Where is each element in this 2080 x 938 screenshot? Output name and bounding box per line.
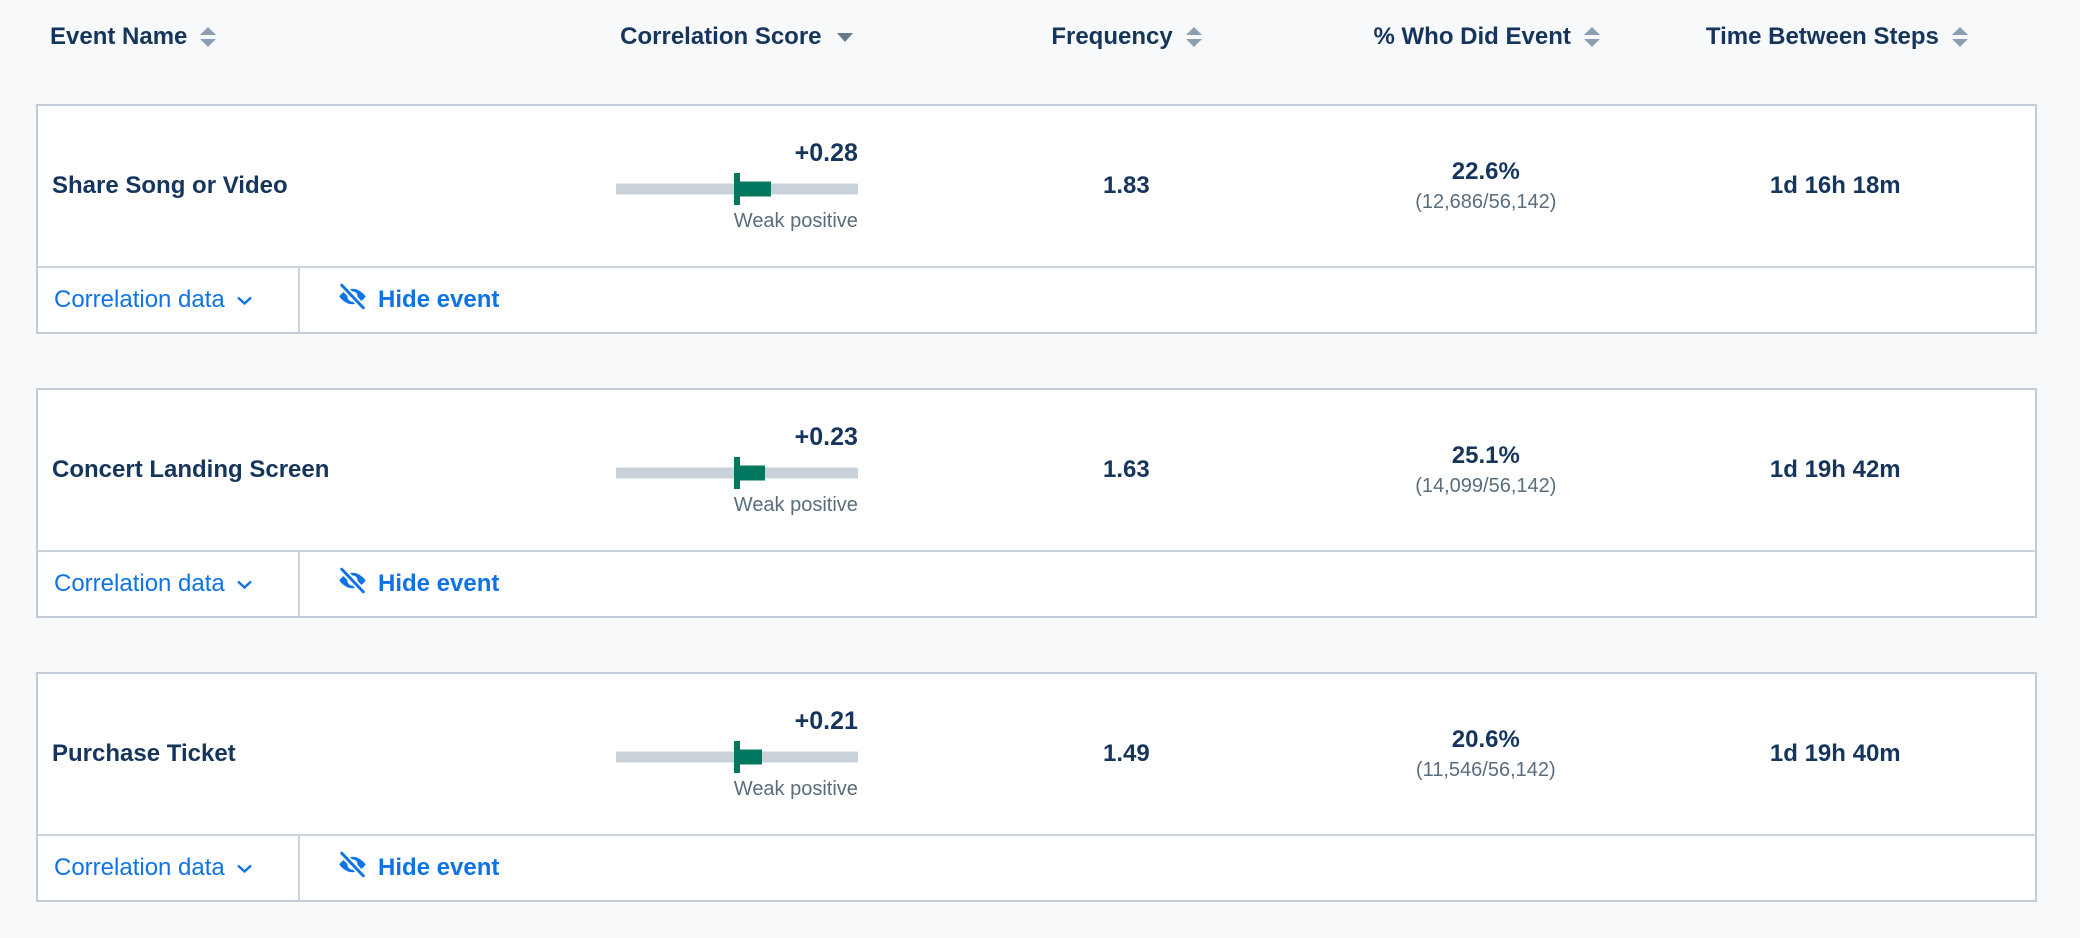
time-between-cell: 1d 19h 40m	[1636, 740, 2035, 768]
correlation-bar	[615, 741, 858, 773]
correlation-bar	[615, 457, 858, 489]
correlation-score-value: +0.23	[794, 423, 858, 451]
row-footer: Correlation data Hide event	[38, 266, 2035, 332]
sort-icon[interactable]	[1583, 27, 1600, 47]
correlation-score-cell: +0.28 Weak positive	[557, 139, 916, 233]
correlation-score-cell: +0.23 Weak positive	[557, 423, 916, 517]
pct-who-did-cell: 20.6% (11,546/56,142)	[1336, 726, 1636, 782]
pct-fraction: (14,099/56,142)	[1415, 475, 1557, 497]
hide-event-label: Hide event	[378, 854, 500, 881]
event-row-card: Purchase Ticket +0.21 Weak positive 1.49…	[36, 672, 2037, 902]
correlation-bar-zero-tick	[733, 173, 740, 205]
correlation-data-dropdown[interactable]: Correlation data	[38, 268, 300, 332]
pct-value: 25.1%	[1451, 442, 1520, 469]
sort-icon[interactable]	[1185, 27, 1202, 47]
column-header-label: Event Name	[50, 23, 188, 50]
hide-event-label: Hide event	[378, 570, 500, 597]
correlation-strength-label: Weak positive	[733, 778, 858, 800]
hide-event-button[interactable]: Hide event	[300, 552, 499, 616]
time-between-value: 1d 16h 18m	[1769, 172, 1901, 199]
column-header-label: % Who Did Event	[1373, 23, 1571, 50]
column-header-label: Frequency	[1051, 23, 1173, 50]
column-header-frequency[interactable]: Frequency	[916, 23, 1336, 51]
event-name: Share Song or Video	[52, 172, 288, 199]
correlation-bar-fill	[736, 749, 763, 765]
row-footer: Correlation data Hide event	[38, 834, 2035, 900]
correlation-bar-fill	[736, 465, 765, 481]
pct-value: 20.6%	[1451, 726, 1520, 753]
time-between-value: 1d 19h 40m	[1769, 740, 1901, 767]
hide-event-button[interactable]: Hide event	[300, 836, 499, 900]
pct-who-did-cell: 22.6% (12,686/56,142)	[1336, 158, 1636, 214]
pct-who-did-cell: 25.1% (14,099/56,142)	[1336, 442, 1636, 498]
time-between-cell: 1d 16h 18m	[1636, 172, 2035, 200]
correlation-strength-label: Weak positive	[733, 494, 858, 516]
correlation-data-label: Correlation data	[54, 854, 225, 881]
eye-off-icon	[336, 280, 369, 320]
table-row: Concert Landing Screen +0.23 Weak positi…	[38, 390, 2035, 550]
event-name: Concert Landing Screen	[52, 456, 330, 483]
chevron-down-icon	[236, 295, 253, 306]
column-header-time-between-steps[interactable]: Time Between Steps	[1637, 23, 2037, 51]
frequency-cell: 1.49	[917, 740, 1336, 768]
correlation-bar	[615, 173, 858, 205]
correlation-data-label: Correlation data	[54, 286, 225, 313]
correlation-score-value: +0.21	[794, 707, 858, 735]
time-between-cell: 1d 19h 42m	[1636, 456, 2035, 484]
frequency-value: 1.49	[1102, 740, 1150, 767]
column-header-label: Time Between Steps	[1705, 23, 1939, 50]
column-header-correlation-score[interactable]: Correlation Score	[556, 23, 916, 51]
pct-fraction: (12,686/56,142)	[1415, 191, 1557, 213]
column-header-pct-who-did-event[interactable]: % Who Did Event	[1337, 23, 1637, 51]
pct-value: 22.6%	[1451, 158, 1520, 185]
correlation-data-dropdown[interactable]: Correlation data	[38, 552, 300, 616]
hide-event-button[interactable]: Hide event	[300, 268, 499, 332]
correlation-bar-fill	[736, 181, 771, 197]
frequency-cell: 1.63	[917, 456, 1336, 484]
table-header: Event Name Correlation Score Frequency %…	[36, 0, 2037, 104]
table-row: Purchase Ticket +0.21 Weak positive 1.49…	[38, 674, 2035, 834]
correlation-score-value: +0.28	[794, 139, 858, 167]
correlation-score-cell: +0.21 Weak positive	[557, 707, 916, 801]
row-footer: Correlation data Hide event	[38, 550, 2035, 616]
sort-icon[interactable]	[1951, 27, 1968, 47]
eye-off-icon	[336, 564, 369, 604]
chevron-down-icon	[236, 863, 253, 874]
correlation-bar-zero-tick	[733, 741, 740, 773]
hide-event-label: Hide event	[378, 286, 500, 313]
pct-fraction: (11,546/56,142)	[1415, 759, 1556, 781]
frequency-value: 1.63	[1102, 456, 1150, 483]
chevron-down-icon	[236, 579, 253, 590]
event-name: Purchase Ticket	[52, 740, 236, 767]
time-between-value: 1d 19h 42m	[1769, 456, 1901, 483]
column-header-label: Correlation Score	[620, 23, 822, 50]
sort-desc-icon[interactable]	[836, 32, 853, 42]
correlation-bar-zero-tick	[733, 457, 740, 489]
correlation-data-dropdown[interactable]: Correlation data	[38, 836, 300, 900]
correlation-data-label: Correlation data	[54, 570, 225, 597]
table-row: Share Song or Video +0.28 Weak positive …	[38, 106, 2035, 266]
eye-off-icon	[336, 848, 369, 888]
column-header-event-name[interactable]: Event Name	[36, 23, 556, 51]
frequency-value: 1.83	[1102, 172, 1150, 199]
event-row-card: Concert Landing Screen +0.23 Weak positi…	[36, 388, 2037, 618]
correlation-strength-label: Weak positive	[733, 210, 858, 232]
frequency-cell: 1.83	[917, 172, 1336, 200]
sort-icon[interactable]	[200, 27, 217, 47]
event-row-card: Share Song or Video +0.28 Weak positive …	[36, 104, 2037, 334]
